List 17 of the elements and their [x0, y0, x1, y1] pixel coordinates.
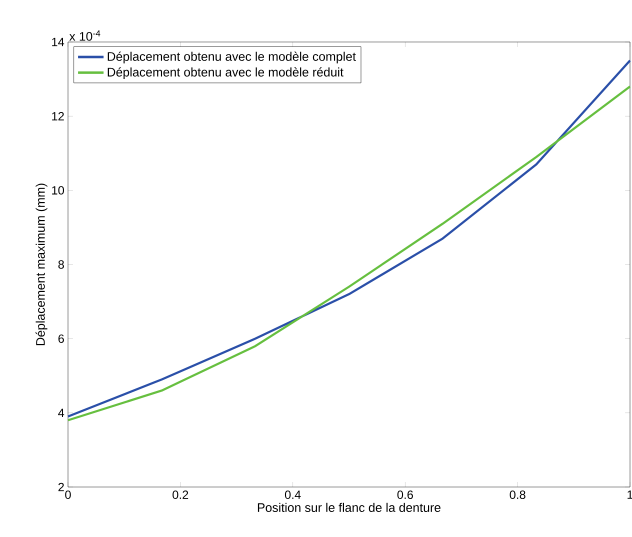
y-tick-label: 6	[58, 334, 64, 343]
y-tick-label: 4	[58, 408, 64, 417]
x-tick-label: 0.4	[284, 490, 301, 499]
x-tick-label: 0.2	[172, 490, 188, 499]
x-tick-label: 0.6	[397, 490, 413, 499]
x-tick-label: 0.8	[510, 490, 526, 499]
x-axis-title: Position sur le flanc de la denture	[258, 502, 440, 512]
y-tick-label: 8	[58, 260, 64, 269]
y-tick-label: 10	[52, 186, 64, 195]
y-tick-label: 2	[58, 482, 64, 492]
y-tick-label: 14	[52, 38, 64, 46]
x-tick-label: 0	[65, 490, 71, 499]
legend-label: Déplacement obtenu avec le modèle réduit	[108, 67, 344, 80]
legend-label: Déplacement obtenu avec le modèle complet	[108, 52, 356, 64]
y-axis-title: Déplacement maximum (mm)	[36, 184, 48, 346]
y-tick-label: 12	[52, 112, 64, 120]
text: x 10$^{-4}$	[69, 30, 100, 41]
